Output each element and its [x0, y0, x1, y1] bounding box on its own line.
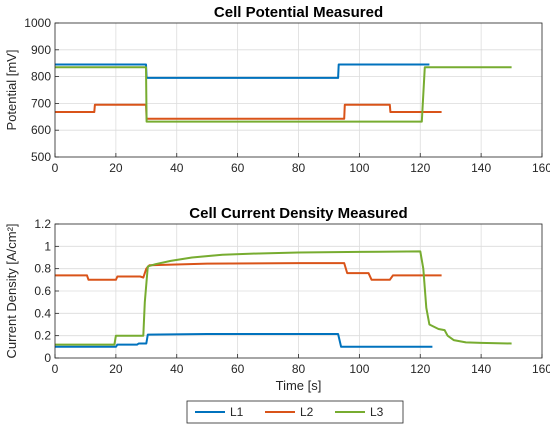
y-tick-label: 0.8 — [34, 262, 51, 276]
x-tick-label: 160 — [532, 362, 550, 376]
x-tick-label: 120 — [410, 362, 430, 376]
x-tick-label: 80 — [292, 362, 306, 376]
x-tick-label: 100 — [349, 362, 369, 376]
chart-title: Cell Potential Measured — [214, 4, 383, 21]
legend: L1 L2 L3 — [186, 400, 404, 424]
x-tick-label: 20 — [109, 362, 123, 376]
y-tick-label: 0 — [44, 351, 51, 365]
x-tick-label: 140 — [471, 362, 491, 376]
x-tick-label: 160 — [532, 161, 550, 175]
series-line-l2 — [55, 262, 442, 281]
y-tick-label: 800 — [31, 70, 51, 84]
x-tick-label: 60 — [231, 161, 245, 175]
y-tick-label: 700 — [31, 96, 51, 110]
y-tick-label: 0.6 — [34, 284, 51, 298]
x-tick-label: 100 — [349, 161, 369, 175]
y-tick-label: 900 — [31, 43, 51, 57]
series-line-l3 — [55, 250, 512, 346]
y-axis-label: Current Density [A/cm²] — [4, 223, 19, 358]
x-tick-label: 40 — [170, 362, 184, 376]
y-tick-label: 600 — [31, 123, 51, 137]
x-tick-label: 140 — [471, 161, 491, 175]
legend-label-l2: L2 — [300, 405, 314, 419]
y-tick-label: 0.2 — [34, 329, 51, 343]
series-line-l2 — [55, 103, 442, 120]
y-tick-label: 0.4 — [34, 306, 51, 320]
series-line-l3 — [55, 66, 512, 123]
y-tick-label: 1000 — [24, 16, 51, 30]
series-line-l1 — [55, 63, 430, 79]
x-axis-label: Time [s] — [276, 378, 322, 393]
x-tick-label: 80 — [292, 161, 306, 175]
potential-chart: 0 20 40 60 80 100 120 140 160 500 600 700 800 900 1000… — [4, 4, 550, 175]
legend-label-l3: L3 — [370, 405, 384, 419]
y-tick-label: 1 — [44, 239, 51, 253]
y-tick-label: 1.2 — [34, 217, 51, 231]
y-tick-label: 500 — [31, 150, 51, 164]
chart-title: Cell Current Density Measured — [189, 205, 407, 222]
x-tick-label: 60 — [231, 362, 245, 376]
legend-label-l1: L1 — [230, 405, 244, 419]
x-tick-label: 120 — [410, 161, 430, 175]
y-axis-label: Potential [mV] — [4, 50, 19, 131]
current-density-chart: 0 20 40 60 80 100 120 140 160 0 0.2 0.4 0.6 0.8 1 1.2 Ce… — [4, 205, 550, 393]
x-tick-label: 40 — [170, 161, 184, 175]
series-line-l1 — [55, 333, 433, 348]
x-tick-label: 20 — [109, 161, 123, 175]
x-tick-label: 0 — [52, 362, 59, 376]
x-tick-label: 0 — [52, 161, 59, 175]
